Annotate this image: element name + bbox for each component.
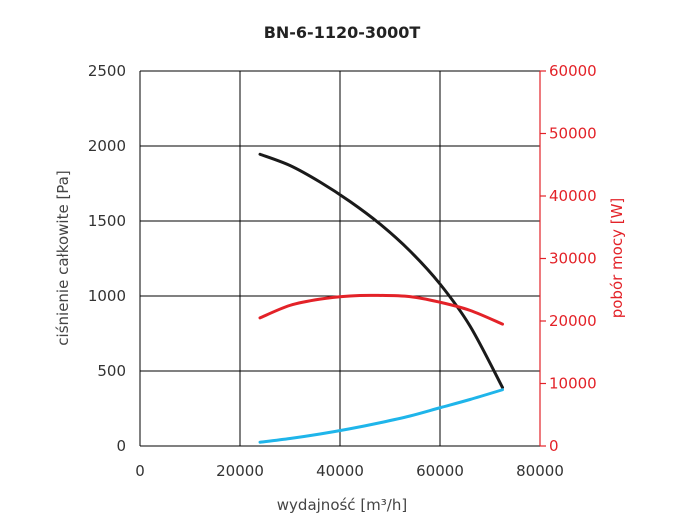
y2-tick-label-3: 30000: [549, 250, 597, 268]
y-tick-label-3: 1500: [88, 212, 126, 230]
y2-tick-label-4: 40000: [549, 187, 597, 205]
power-curve: [258, 293, 504, 326]
y-axis-label: ciśnienie całkowite [Pa]: [54, 170, 72, 345]
x-tick-label-4: 80000: [516, 462, 564, 480]
pressure-curve: [258, 152, 504, 389]
y-tick-label-1: 500: [97, 362, 126, 380]
y-axis-ticks: 0 500 1000 1500 2000 2500: [88, 62, 126, 455]
y2-tick-label-2: 20000: [549, 312, 597, 330]
y-tick-label-2: 1000: [88, 287, 126, 305]
y2-axis-label: pobór mocy [W]: [608, 198, 626, 319]
y2-tick-label-1: 10000: [549, 375, 597, 393]
series-layer: [258, 152, 504, 444]
chart-title: BN-6-1120-3000T: [264, 23, 421, 42]
y-tick-label-0: 0: [116, 437, 126, 455]
y-tick-label-4: 2000: [88, 137, 126, 155]
y2-tick-label-5: 50000: [549, 125, 597, 143]
blue-curve: [258, 388, 504, 444]
x-tick-label-2: 40000: [316, 462, 364, 480]
y2-tick-label-6: 60000: [549, 62, 597, 80]
y2-tick-label-0: 0: [549, 437, 559, 455]
y2-axis-ticks: 0 10000 20000 30000 40000 50000 60000: [539, 62, 597, 455]
x-axis-label: wydajność [m³/h]: [277, 496, 407, 514]
grid: [139, 70, 541, 447]
x-tick-label-0: 0: [135, 462, 145, 480]
x-tick-label-3: 60000: [416, 462, 464, 480]
y-tick-label-5: 2500: [88, 62, 126, 80]
x-axis-ticks: 0 20000 40000 60000 80000: [135, 462, 564, 480]
x-tick-label-1: 20000: [216, 462, 264, 480]
